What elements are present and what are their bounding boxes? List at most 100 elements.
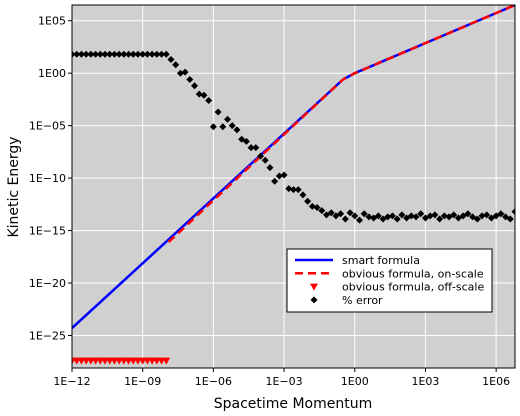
y-tick-label: 1E−10: [29, 172, 66, 185]
error-marker: [153, 50, 161, 58]
y-tick-label: 1E05: [38, 15, 66, 28]
error-marker: [101, 50, 109, 58]
y-tick-label: 1E−05: [29, 120, 66, 133]
legend-label: obvious formula, on-scale: [342, 267, 484, 280]
error-marker: [412, 213, 420, 221]
error-marker: [158, 50, 166, 58]
error-marker: [299, 191, 307, 199]
error-marker: [351, 212, 359, 220]
off-scale-marker: [162, 357, 171, 365]
legend-label: obvious formula, off-scale: [342, 281, 484, 294]
error-marker: [511, 208, 515, 216]
error-marker: [200, 91, 208, 99]
error-marker: [285, 185, 293, 193]
error-marker: [205, 96, 213, 104]
error-marker: [247, 144, 255, 152]
error-marker: [134, 50, 142, 58]
error-marker: [125, 50, 133, 58]
error-marker: [497, 210, 505, 218]
error-marker: [106, 50, 114, 58]
error-marker: [407, 212, 415, 220]
obvious-formula-line: [167, 5, 515, 244]
error-marker: [96, 50, 104, 58]
error-marker: [176, 69, 184, 77]
error-marker: [252, 144, 260, 152]
error-marker: [87, 50, 95, 58]
error-marker: [224, 115, 232, 123]
error-marker: [219, 123, 227, 131]
error-marker: [365, 213, 373, 221]
error-marker: [233, 126, 241, 134]
legend-label: smart formula: [342, 254, 420, 267]
error-marker: [506, 215, 514, 223]
error-marker: [478, 212, 486, 220]
error-marker: [129, 50, 137, 58]
error-marker: [450, 211, 458, 219]
error-marker: [139, 50, 147, 58]
x-tick-label: 1E06: [482, 375, 510, 388]
error-marker: [436, 215, 444, 223]
error-marker: [313, 203, 321, 211]
error-marker: [431, 211, 439, 219]
axes-frame: [71, 4, 516, 369]
error-marker: [195, 90, 203, 98]
error-marker: [115, 50, 123, 58]
error-marker: [172, 61, 180, 69]
error-marker: [398, 211, 406, 219]
axes: 1E−12 1E−09 1E−06 1E−03 1E00 1E03 1E06 1E−25 1E−…: [29, 4, 516, 388]
error-marker: [360, 210, 368, 218]
x-tick-label: 1E−09: [124, 375, 161, 388]
error-marker: [110, 50, 118, 58]
error-marker: [294, 186, 302, 194]
error-marker: [341, 215, 349, 223]
error-marker: [275, 172, 283, 180]
x-tick-label: 1E03: [411, 375, 439, 388]
error-marker: [228, 122, 236, 130]
error-marker: [483, 211, 491, 219]
legend-label: % error: [342, 294, 383, 307]
error-marker: [186, 75, 194, 83]
error-marker: [473, 215, 481, 223]
y-tick-label: 1E00: [38, 67, 66, 80]
error-marker: [82, 50, 90, 58]
legend-swatch-error: [310, 296, 318, 304]
error-marker: [440, 212, 448, 220]
error-marker: [191, 82, 199, 90]
x-axis-label: Spacetime Momentum: [214, 396, 373, 412]
error-marker: [290, 186, 297, 194]
error-marker: [384, 213, 392, 221]
y-tick-label: 1E−20: [29, 277, 66, 290]
error-marker: [304, 197, 312, 205]
plot-area: [71, 5, 515, 368]
x-tick-label: 1E−03: [265, 375, 302, 388]
y-tick-label: 1E−25: [29, 329, 66, 342]
error-marker: [393, 215, 401, 223]
error-marker: [318, 207, 326, 215]
error-marker: [280, 171, 288, 179]
error-marker: [181, 68, 189, 76]
error-marker: [346, 209, 354, 217]
x-tick-label: 1E−06: [195, 375, 232, 388]
series-group: [72, 5, 515, 365]
error-marker: [120, 50, 128, 58]
error-marker: [261, 156, 269, 164]
error-marker: [426, 212, 434, 220]
error-marker: [355, 216, 363, 224]
x-tick-label: 1E−12: [53, 375, 90, 388]
error-marker: [92, 50, 100, 58]
error-marker: [214, 108, 222, 116]
error-marker: [271, 177, 279, 185]
error-marker: [148, 50, 156, 58]
error-marker: [337, 210, 345, 218]
x-tick-label: 1E00: [341, 375, 369, 388]
error-marker: [308, 202, 316, 210]
error-marker: [143, 50, 151, 58]
error-marker: [374, 212, 382, 220]
error-marker: [417, 210, 425, 218]
error-marker: [388, 212, 396, 220]
legend-swatch-off-scale: [310, 283, 318, 291]
error-marker: [167, 56, 175, 64]
error-marker: [162, 50, 170, 58]
